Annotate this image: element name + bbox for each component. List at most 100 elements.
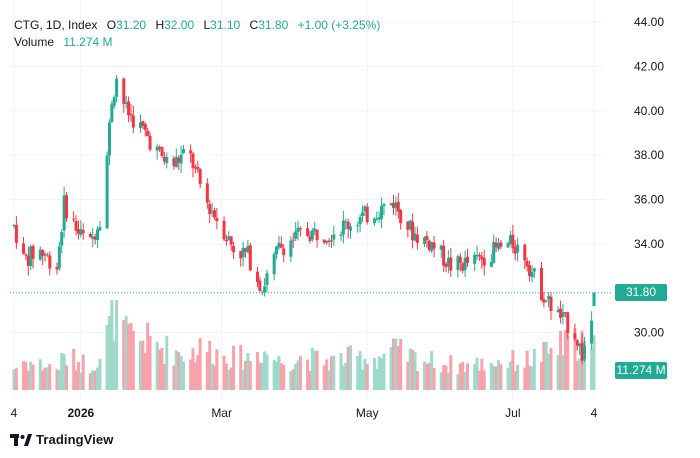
candle-body [38, 249, 42, 260]
candle-body [332, 234, 336, 240]
volume-bar [279, 363, 283, 390]
x-tick-label: May [356, 406, 379, 420]
volume-bar [127, 324, 131, 390]
candle-body [24, 254, 28, 256]
candle-body [48, 255, 52, 269]
candle-body [547, 295, 551, 300]
volume-bar [248, 361, 252, 390]
volume-bar [124, 315, 128, 390]
candle-body [72, 218, 76, 220]
volume-bar [561, 355, 565, 390]
chart-legend: CTG, 1D, Index O31.20 H32.00 L31.10 C31.… [14, 17, 380, 51]
volume-bar [449, 355, 453, 390]
candle-body [411, 221, 415, 241]
volume-bar [174, 350, 178, 390]
volume-bar [246, 352, 250, 390]
volume-bar [380, 358, 384, 390]
candle-body [241, 247, 245, 258]
candle-body [74, 221, 78, 231]
price-axis[interactable]: 30.00 34.00 36.00 38.00 40.00 42.00 44.00 [634, 15, 664, 340]
candle-body [298, 228, 302, 230]
volume-bar [413, 352, 417, 390]
candle-body [575, 340, 579, 346]
candle-body [315, 229, 319, 241]
candle-body [377, 217, 381, 220]
candle-body [248, 245, 252, 271]
volume-bar [131, 330, 135, 390]
volume-bar [556, 355, 560, 390]
x-tick-label: Jul [505, 406, 520, 420]
volume-bar [406, 361, 410, 390]
candle-body [55, 266, 59, 270]
candle-body [215, 217, 219, 222]
volume-bar [528, 365, 532, 390]
candle-body [513, 247, 517, 254]
volume-bar [148, 335, 152, 390]
volume-bar [592, 335, 596, 390]
volume-bar [549, 347, 553, 390]
volume-bar [98, 358, 102, 390]
candle-body [255, 271, 259, 283]
volume-bar [227, 369, 231, 390]
x-tick-label: Mar [211, 406, 232, 420]
candle-body [592, 292, 596, 306]
volume-bar [578, 358, 582, 390]
tradingview-footer[interactable]: TradingView [10, 432, 113, 447]
volume-bar [389, 347, 393, 390]
volume-bar [265, 354, 269, 390]
candle-body [530, 272, 534, 278]
volume-bar [232, 345, 236, 390]
candle-body [93, 236, 97, 240]
volume-bar [506, 367, 510, 390]
volume-bar [275, 361, 279, 390]
candle-body [165, 156, 169, 163]
volume-bar [525, 350, 529, 390]
candle-body [205, 183, 209, 203]
candle-body [582, 345, 586, 360]
candle-body [272, 254, 276, 275]
candle-body [310, 230, 314, 240]
x-tick-label: 4 [11, 406, 18, 420]
candle-body [122, 78, 126, 104]
volume-bar [547, 353, 551, 390]
volume-bar [181, 361, 185, 390]
candle-body [327, 240, 331, 243]
volume-bar [224, 363, 228, 390]
candle-body [212, 210, 216, 218]
candle-body [277, 242, 281, 248]
volume-bar [542, 341, 546, 390]
candle-body [563, 312, 567, 314]
candle-body [14, 224, 18, 243]
time-axis[interactable]: 4 2026 Mar May Jul 4 [11, 406, 598, 420]
candle-body [313, 228, 317, 232]
candle-body [494, 242, 498, 248]
volume-bar [532, 349, 536, 390]
volume-bar [29, 361, 33, 390]
volume-bar [177, 352, 181, 390]
volume-bar [79, 372, 83, 390]
legend-open-key: O [106, 18, 117, 32]
candle-body [244, 248, 248, 252]
volume-bar [222, 355, 226, 390]
volume-bar [494, 366, 498, 390]
volume-bar [339, 353, 343, 390]
candle-body [539, 268, 543, 300]
volume-bar [172, 365, 176, 390]
volume-bar [415, 371, 419, 390]
volume-bar [313, 350, 317, 390]
volume-bar [60, 352, 64, 390]
candle-body [88, 233, 92, 238]
legend-low-key: L [203, 18, 211, 32]
candle-body [131, 115, 135, 128]
candle-body [308, 236, 312, 241]
candle-body [258, 280, 262, 291]
candle-body [329, 240, 333, 242]
volume-bar [475, 357, 479, 390]
volume-bar [110, 300, 114, 390]
volume-bar [22, 361, 26, 390]
candle-body [263, 286, 267, 292]
candle-body [358, 217, 362, 225]
candle-body [477, 254, 481, 257]
volume-bar [277, 355, 281, 390]
